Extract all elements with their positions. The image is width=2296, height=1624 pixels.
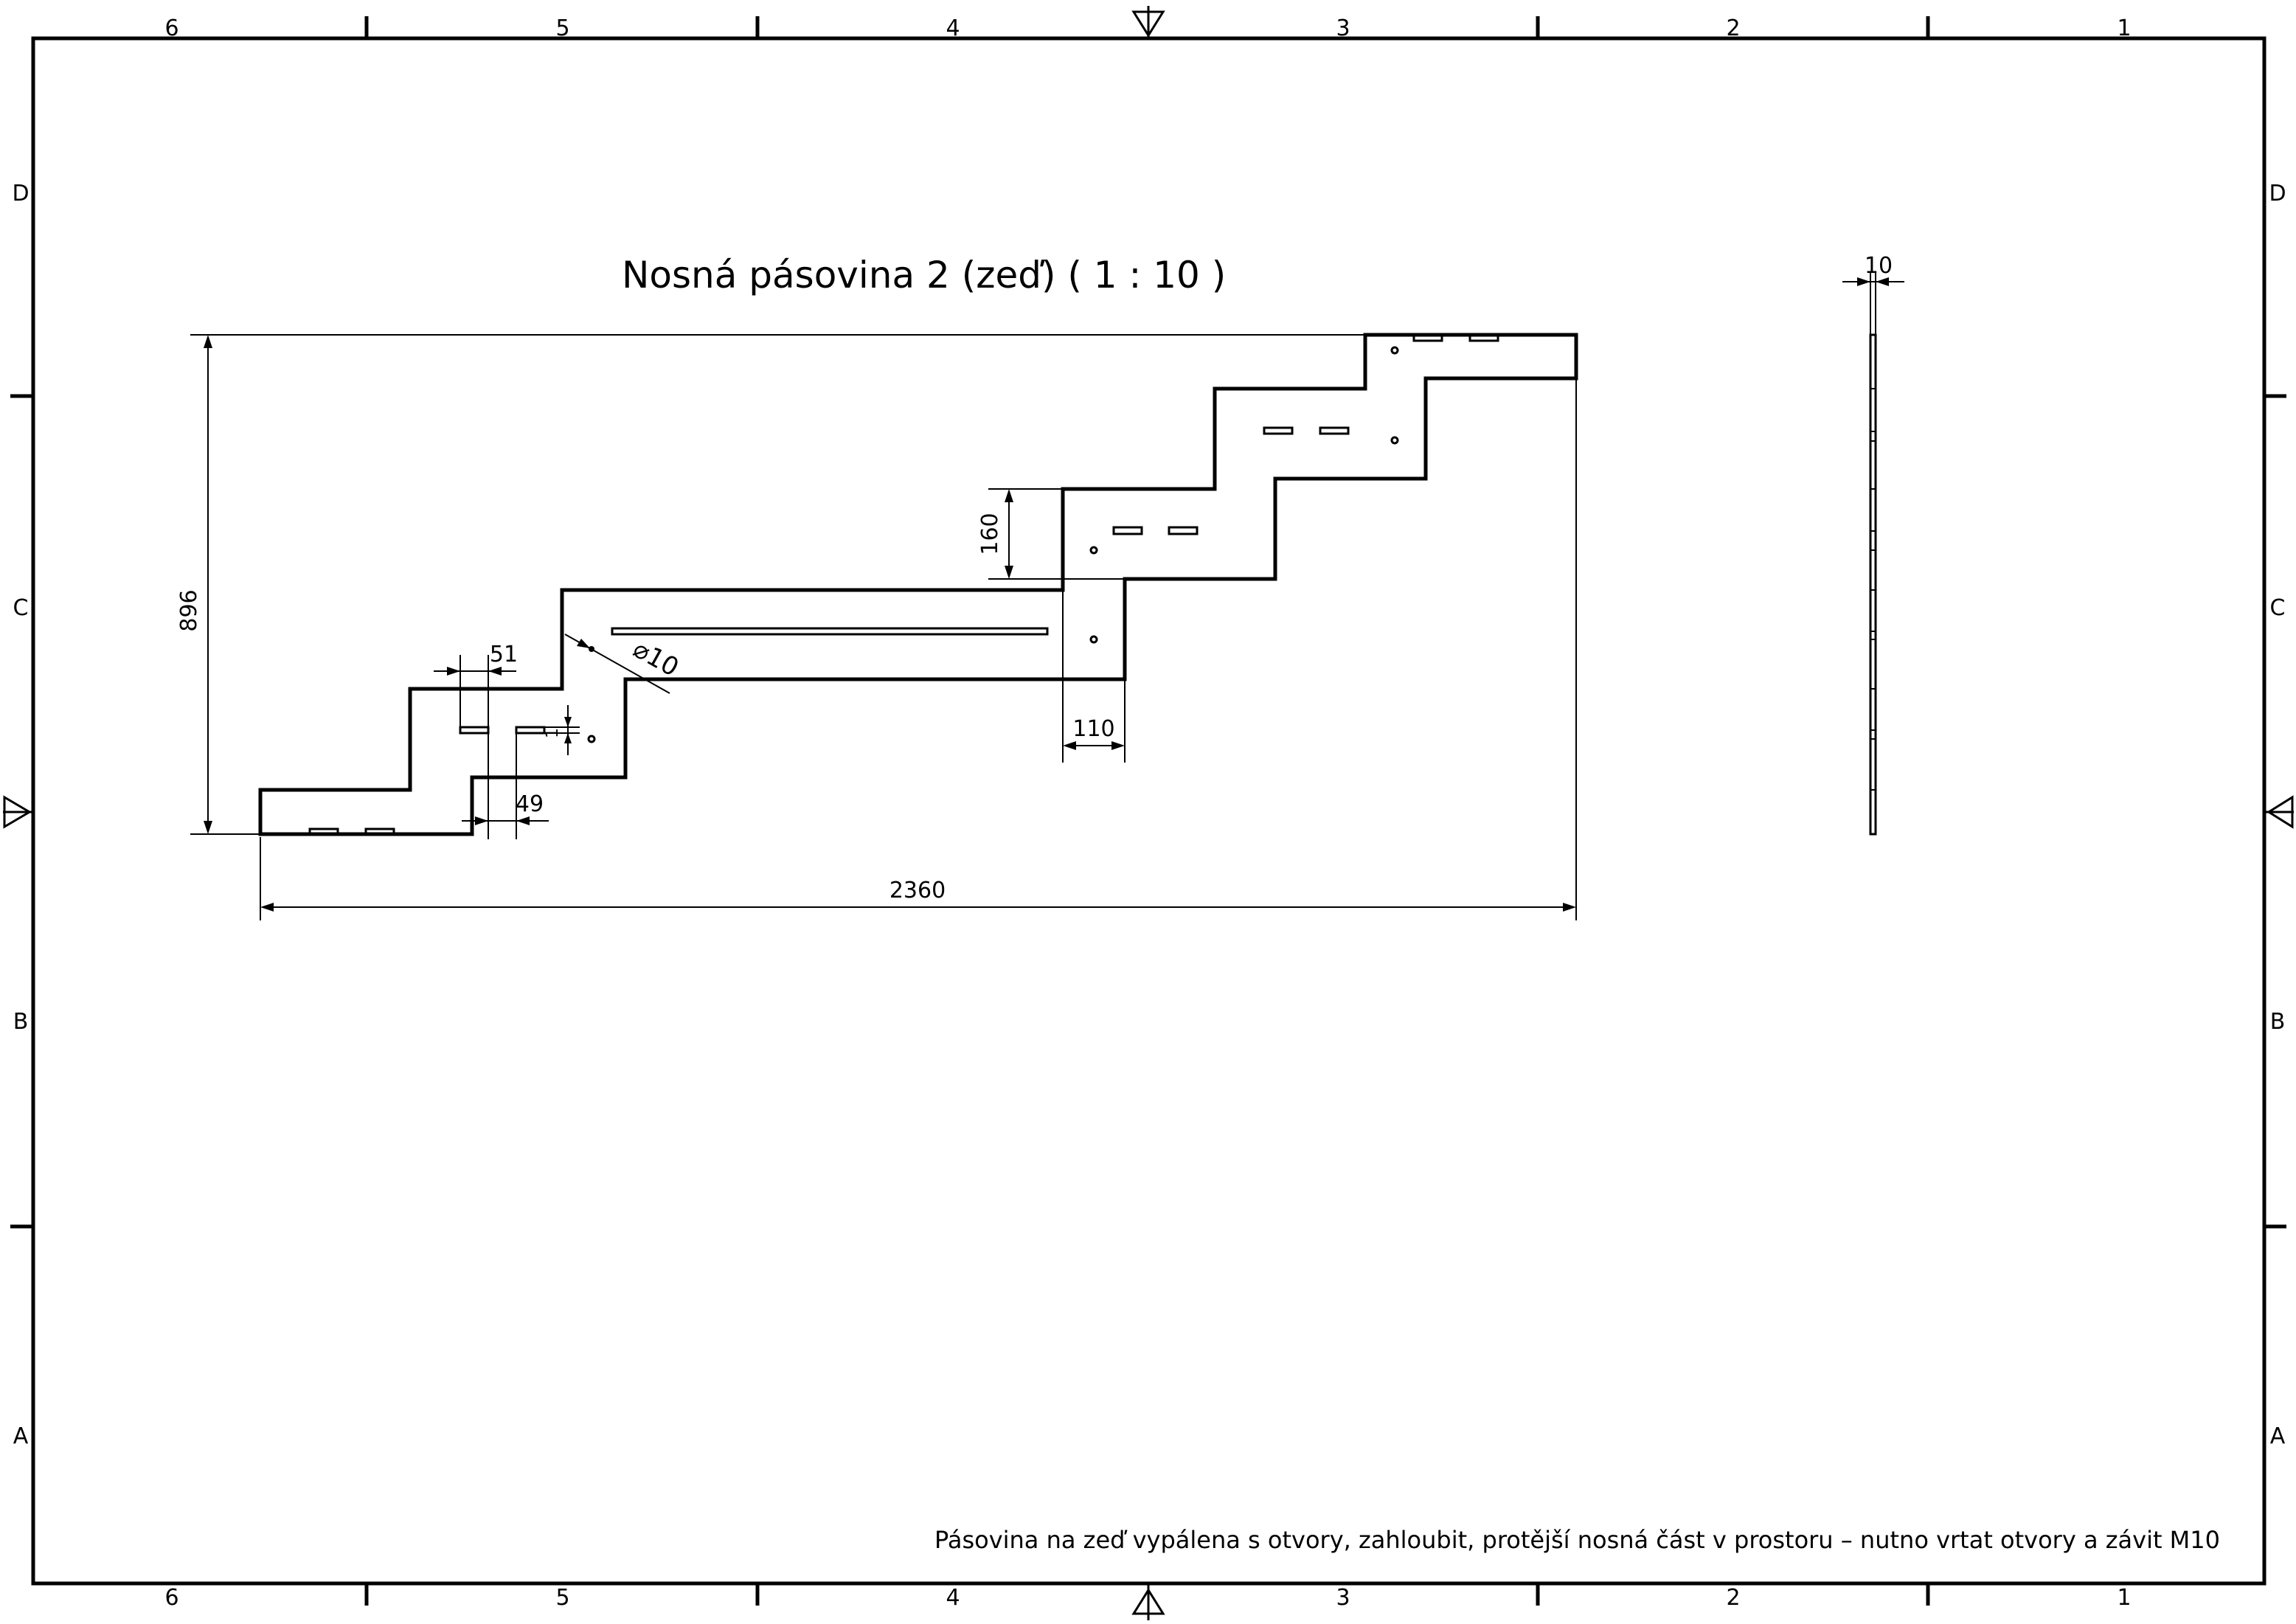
row-label: D: [12, 181, 29, 207]
dim-slot-b-value: 49: [516, 791, 544, 817]
col-label: 2: [1726, 15, 1740, 41]
dim-step-width-value: 110: [1072, 716, 1114, 742]
row-labels-left: D C B A: [12, 181, 29, 1449]
col-label: 5: [555, 1585, 569, 1611]
dim-step-height-value: 160: [977, 513, 1003, 555]
row-label: B: [2270, 1009, 2286, 1035]
dim-width-value: 2360: [889, 878, 946, 903]
row-label: D: [2269, 181, 2286, 207]
dim-height: 896: [176, 334, 1365, 835]
dim-small-gap: 1: [544, 705, 580, 755]
dim-step-width: 110: [1062, 590, 1126, 763]
holes: [587, 346, 1399, 743]
dim-slot-a-value: 51: [490, 642, 518, 667]
centering-marks: [3, 6, 2294, 1620]
row-label: A: [2270, 1423, 2286, 1449]
row-label: B: [13, 1009, 29, 1035]
dim-height-value: 896: [176, 589, 202, 631]
col-label: 3: [1336, 1585, 1350, 1611]
col-label: 1: [2117, 1585, 2131, 1611]
dim-width: 2360: [260, 378, 1577, 920]
col-label: 3: [1336, 15, 1350, 41]
side-view: 10: [1842, 253, 1904, 836]
row-label: C: [2270, 595, 2286, 621]
dim-slot-b: 49: [462, 733, 549, 839]
row-label: A: [13, 1423, 29, 1449]
dim-step-height: 160: [977, 488, 1125, 580]
row-label: C: [13, 595, 29, 621]
col-label: 2: [1726, 1585, 1740, 1611]
col-label: 4: [946, 1585, 960, 1611]
row-labels-right: D C B A: [2269, 181, 2286, 1449]
col-label: 1: [2117, 15, 2131, 41]
column-labels-top: 6 5 4 3 2 1: [164, 15, 2131, 41]
view-title: Nosná pásovina 2 (zeď) ( 1 : 10 ): [622, 254, 1226, 296]
dim-thickness-value: 10: [1865, 253, 1893, 279]
dim-hole-diameter-value: ⌀10: [628, 634, 684, 683]
dim-small-gap-value: 1: [544, 728, 562, 738]
col-label: 6: [164, 1585, 178, 1611]
column-labels-bottom: 6 5 4 3 2 1: [164, 1585, 2131, 1611]
top-notches: [1412, 333, 1499, 342]
col-label: 6: [164, 15, 178, 41]
plate-outline: [258, 333, 1578, 836]
zone-ticks: [10, 16, 2286, 1606]
dim-slot-a: 51: [434, 642, 518, 733]
col-label: 4: [946, 15, 960, 41]
drawing-note: Pásovina na zeď vypálena s otvory, zahlo…: [934, 1526, 2220, 1554]
col-label: 5: [555, 15, 569, 41]
bottom-notches: [308, 827, 395, 836]
